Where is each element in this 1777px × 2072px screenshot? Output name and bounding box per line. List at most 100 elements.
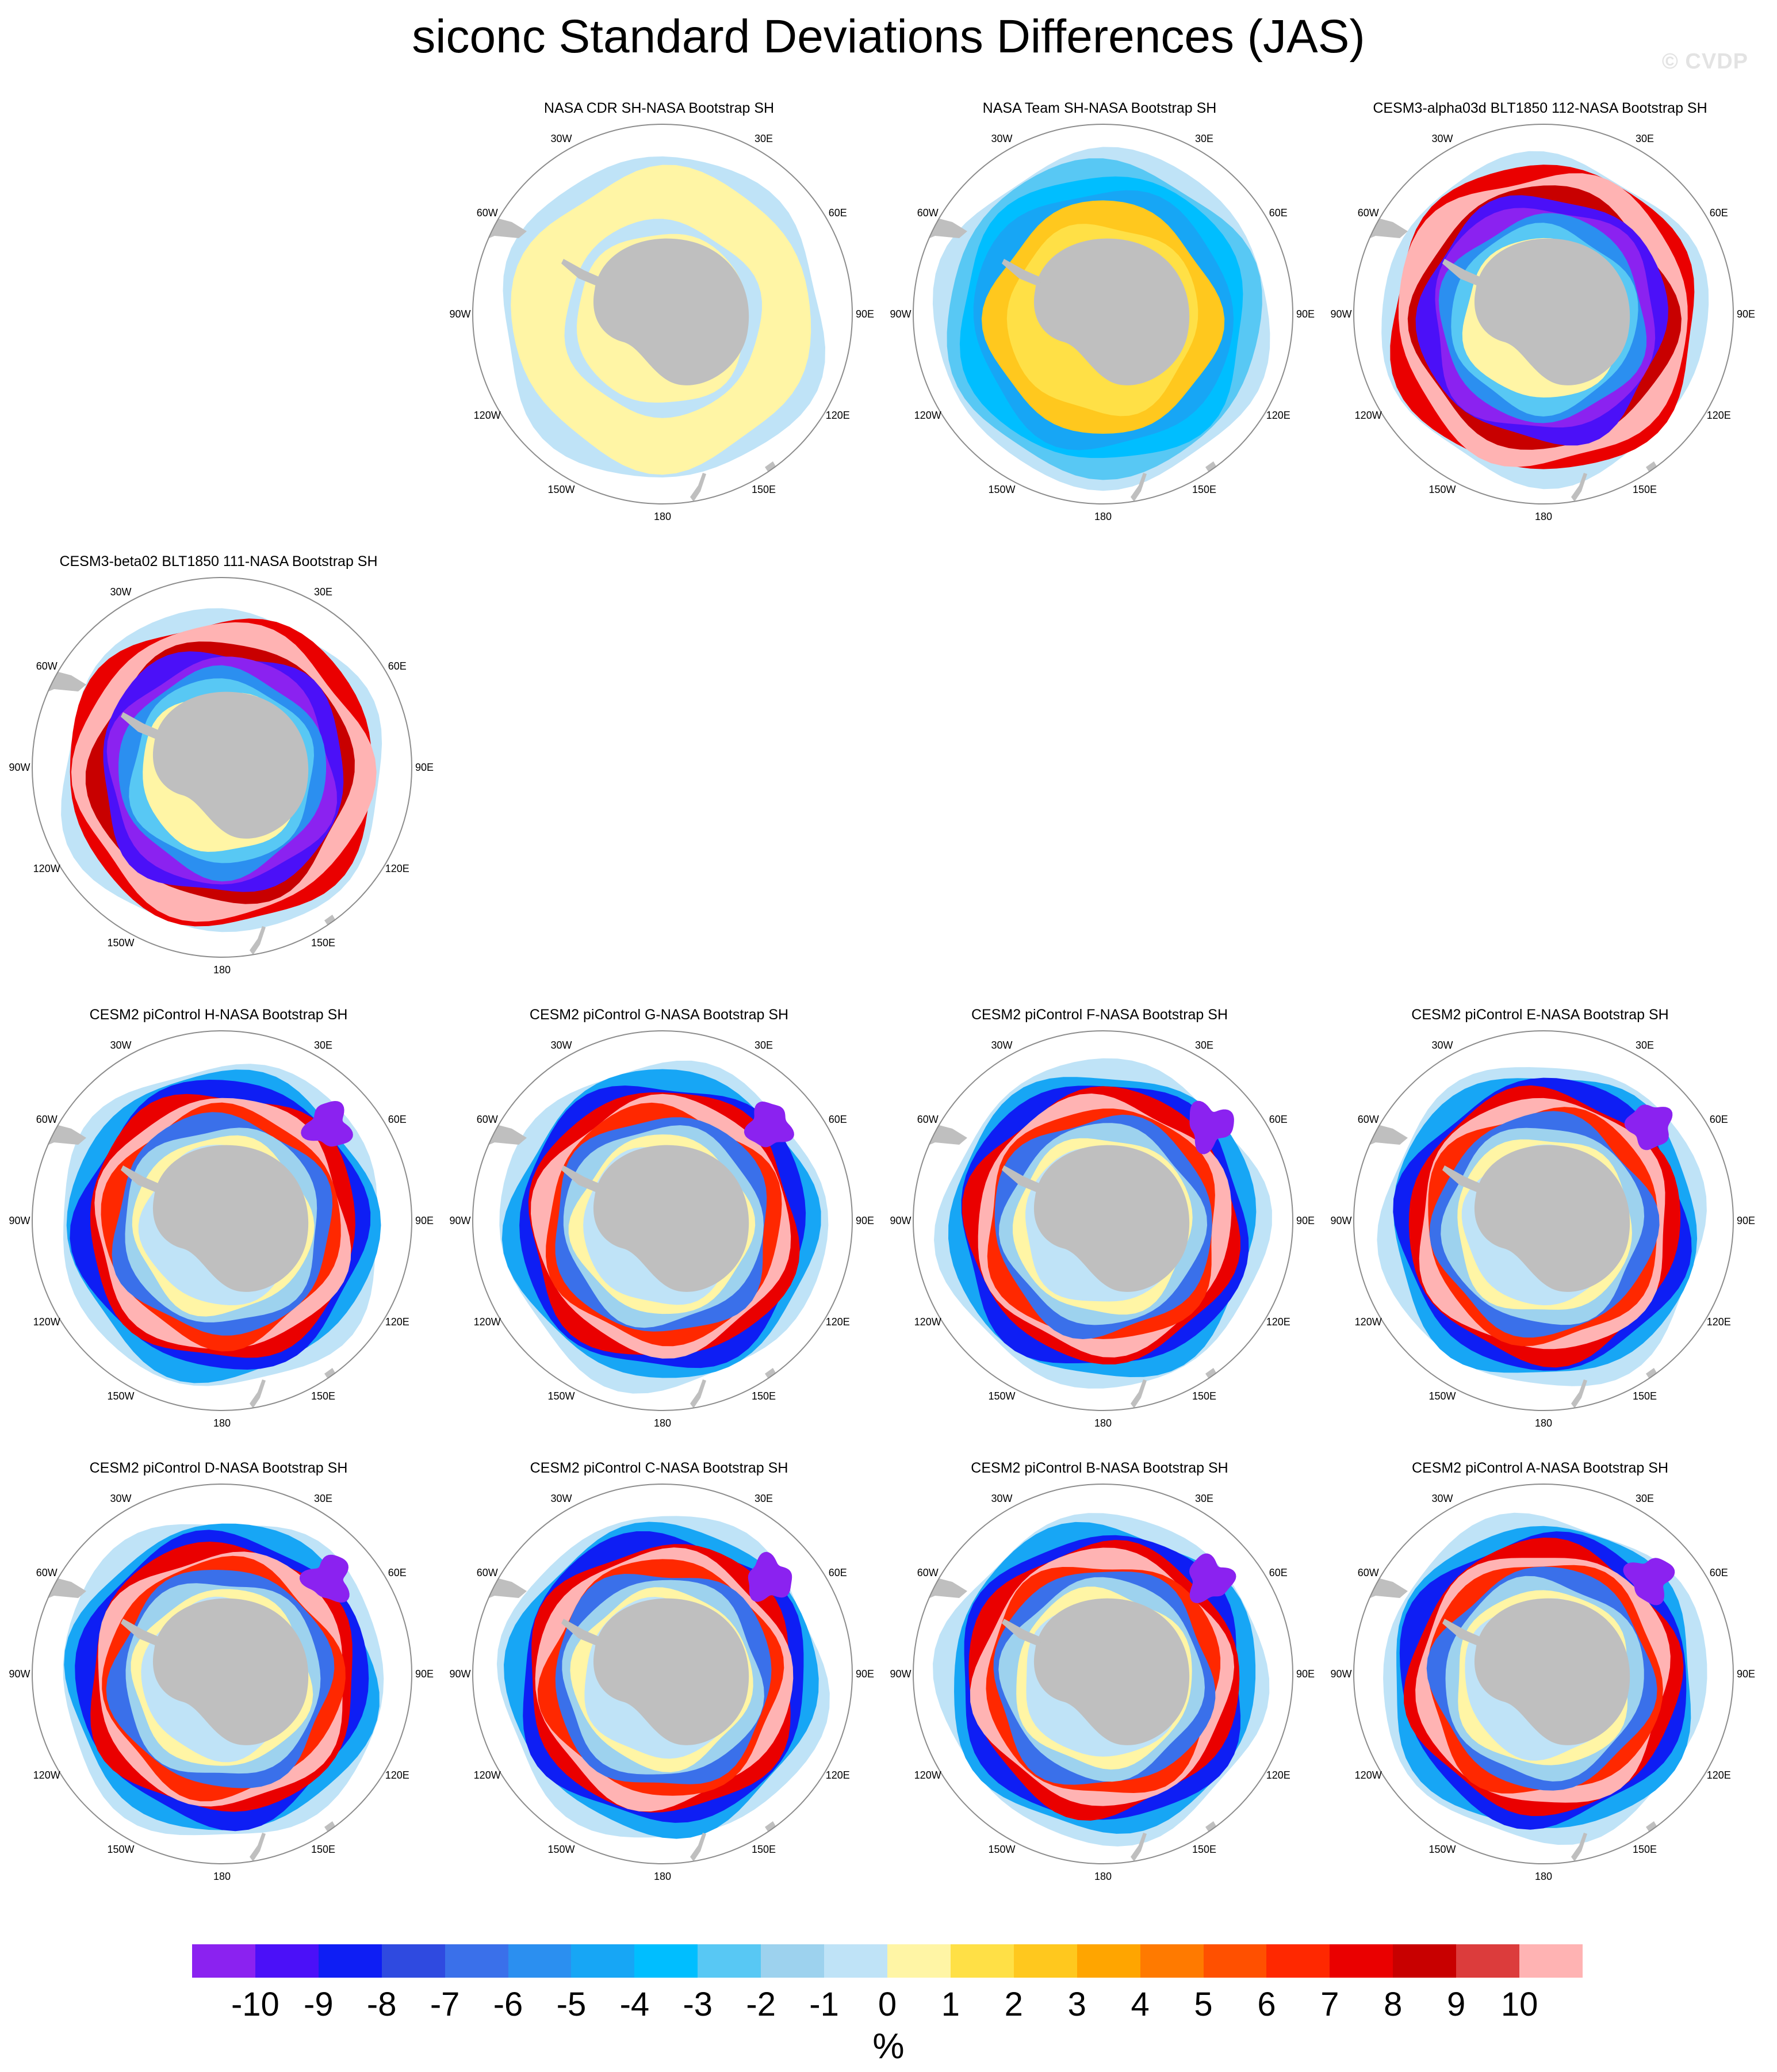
map-panel: CESM2 piControl H-NASA Bootstrap SH030E6… xyxy=(0,1004,437,1459)
colorbar-box xyxy=(1140,1944,1204,1978)
map-panel: CESM3-beta02 BLT1850 111-NASA Bootstrap … xyxy=(0,551,437,1006)
longitude-label: 150E xyxy=(1192,1390,1216,1402)
panel-title: CESM2 piControl H-NASA Bootstrap SH xyxy=(89,1007,348,1023)
polar-frame xyxy=(472,1030,853,1411)
longitude-label: 60W xyxy=(1358,1114,1379,1125)
longitude-label: 30W xyxy=(1431,1039,1453,1051)
new-zealand-landmass xyxy=(1571,1833,1587,1861)
longitude-label: 150W xyxy=(988,484,1015,495)
colorbar-box xyxy=(1203,1944,1267,1978)
polar-map: 030E60E90E120E150E180150W120W90W60W30W xyxy=(9,577,434,976)
longitude-label: 150W xyxy=(547,484,575,495)
colorbar-box xyxy=(824,1944,887,1978)
longitude-label: 90E xyxy=(1737,1215,1755,1226)
antarctica-landmass xyxy=(593,1598,749,1745)
new-zealand-landmass xyxy=(1571,473,1587,502)
new-zealand-landmass xyxy=(1571,1379,1587,1408)
new-zealand-landmass xyxy=(1131,473,1147,502)
longitude-label: 180 xyxy=(1094,1417,1112,1429)
antarctic-peninsula xyxy=(121,712,162,740)
longitude-label: 30E xyxy=(1636,1493,1654,1504)
antarctic-peninsula xyxy=(561,1619,603,1646)
panel-title: CESM3-beta02 BLT1850 111-NASA Bootstrap … xyxy=(59,553,378,569)
longitude-label: 90E xyxy=(856,1668,874,1680)
longitude-label: 90E xyxy=(415,1668,434,1680)
panel-title: CESM2 piControl A-NASA Bootstrap SH xyxy=(1411,1460,1669,1476)
longitude-label: 90E xyxy=(1737,1668,1755,1680)
map-panel: CESM2 piControl B-NASA Bootstrap SH030E6… xyxy=(881,1458,1318,1912)
longitude-label: 90W xyxy=(449,1668,470,1680)
colorbar-box xyxy=(1456,1944,1520,1978)
longitude-label: 60W xyxy=(36,660,58,672)
longitude-label: 60W xyxy=(917,1114,939,1125)
antarctic-peninsula xyxy=(121,1619,162,1646)
longitude-label: 150E xyxy=(311,1844,335,1855)
colorbar-tick-label: 1 xyxy=(941,1986,960,2023)
longitude-label: 30E xyxy=(1195,1039,1213,1051)
antarctic-peninsula xyxy=(121,1165,162,1193)
longitude-label: 30E xyxy=(755,1039,773,1051)
longitude-label: 150E xyxy=(311,1390,335,1402)
longitude-label: 150E xyxy=(1192,484,1216,495)
new-zealand-landmass xyxy=(690,473,706,502)
panel-title: CESM2 piControl B-NASA Bootstrap SH xyxy=(971,1460,1228,1476)
longitude-label: 60E xyxy=(1269,1567,1288,1578)
longitude-label: 120W xyxy=(914,1769,941,1781)
longitude-label: 150E xyxy=(752,484,776,495)
polar-map: 030E60E90E120E150E180150W120W90W60W30W xyxy=(1330,1030,1755,1429)
longitude-label: 60W xyxy=(477,1114,498,1125)
polar-frame xyxy=(913,1030,1293,1411)
longitude-label: 30W xyxy=(991,1039,1012,1051)
longitude-label: 150W xyxy=(547,1844,575,1855)
longitude-label: 30E xyxy=(755,133,773,144)
new-zealand-landmass xyxy=(1131,1833,1147,1861)
colorbar-box xyxy=(571,1944,635,1978)
longitude-label: 120W xyxy=(474,1316,501,1328)
longitude-label: 60E xyxy=(829,1567,847,1578)
new-zealand-landmass xyxy=(1131,1379,1147,1408)
colorbar-tick-label: 7 xyxy=(1320,1986,1339,2023)
antarctica-landmass xyxy=(152,1598,309,1745)
longitude-label: 30E xyxy=(1195,1493,1213,1504)
colorbar-box xyxy=(445,1944,508,1978)
colorbar-tick-label: 4 xyxy=(1131,1986,1150,2023)
polar-map: 030E60E90E120E150E180150W120W90W60W30W xyxy=(890,1030,1315,1429)
polar-map: 030E60E90E120E150E180150W120W90W60W30W xyxy=(1330,1484,1755,1882)
polar-map: 030E60E90E120E150E180150W120W90W60W30W xyxy=(9,1484,434,1882)
longitude-label: 60E xyxy=(1269,1114,1288,1125)
longitude-label: 90E xyxy=(1737,308,1755,320)
longitude-label: 120W xyxy=(914,1316,941,1328)
longitude-label: 180 xyxy=(1535,1871,1552,1882)
colorbar-tick-label: 3 xyxy=(1067,1986,1086,2023)
longitude-label: 120E xyxy=(1707,1769,1731,1781)
longitude-label: 90W xyxy=(9,1215,30,1226)
longitude-label: 30W xyxy=(110,1493,131,1504)
polar-frame xyxy=(32,577,412,958)
colorbar-tick-label: -6 xyxy=(493,1986,523,2023)
longitude-label: 60W xyxy=(477,1567,498,1578)
colorbar-box xyxy=(1266,1944,1330,1978)
colorbar-box xyxy=(950,1944,1014,1978)
longitude-label: 150E xyxy=(1633,1844,1657,1855)
longitude-label: 60E xyxy=(388,1114,407,1125)
longitude-label: 150W xyxy=(988,1844,1015,1855)
colorbar-tick-label: -5 xyxy=(556,1986,587,2023)
colorbar-box xyxy=(698,1944,761,1978)
longitude-label: 60W xyxy=(477,207,498,219)
longitude-label: 90W xyxy=(9,1668,30,1680)
longitude-label: 150W xyxy=(547,1390,575,1402)
colorbar-tick-label: -7 xyxy=(430,1986,460,2023)
colorbar-box xyxy=(318,1944,382,1978)
antarctica-landmass xyxy=(1033,1145,1190,1292)
polar-frame xyxy=(913,124,1293,504)
colorbar-box xyxy=(887,1944,951,1978)
colorbar-box xyxy=(255,1944,319,1978)
polar-frame xyxy=(1353,1484,1734,1864)
polar-frame xyxy=(913,1484,1293,1864)
longitude-label: 120W xyxy=(33,863,60,874)
longitude-label: 90E xyxy=(1296,308,1315,320)
longitude-label: 120W xyxy=(1355,1316,1382,1328)
cvdp-watermark: © CVDP xyxy=(1661,49,1748,74)
colorbar-box xyxy=(634,1944,698,1978)
map-panel: CESM3-alpha03d BLT1850 112-NASA Bootstra… xyxy=(1322,98,1759,552)
